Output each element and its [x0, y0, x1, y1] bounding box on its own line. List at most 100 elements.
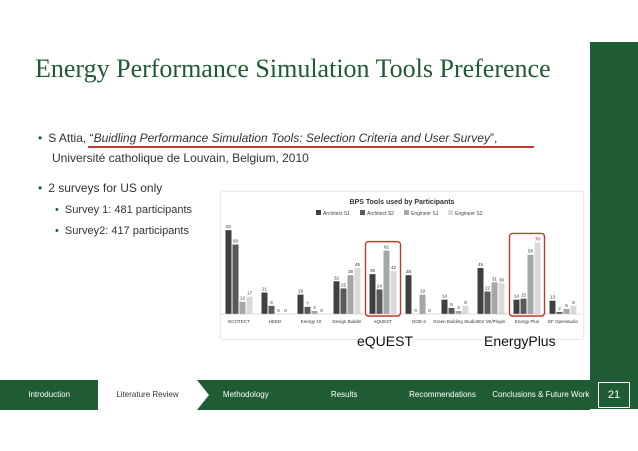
surveys-bullet: • 2 surveys for US only [38, 180, 238, 196]
legend-swatch [360, 210, 365, 215]
equest-label: eQUEST [357, 333, 414, 349]
chart-bar [527, 254, 534, 314]
citation-underline [88, 146, 534, 148]
chart-highlight-boxes [364, 232, 546, 317]
category-label: ECOTECT [228, 319, 250, 324]
legend-swatch [448, 210, 453, 215]
bar-value-label: 3 [313, 305, 316, 310]
survey2-text: Survey2: 417 participants [64, 225, 189, 237]
chart-bar [347, 275, 354, 314]
chart-bar [491, 282, 498, 314]
bar-value-label: 30 [499, 277, 505, 282]
legend-label: Engineer S1 [411, 211, 439, 217]
chart-bar [549, 300, 556, 314]
bullet-icon: • [55, 225, 59, 237]
nav-item-recommendations[interactable]: Recommendations [409, 390, 476, 399]
bullet-icon: • [55, 204, 59, 216]
chart-bar [441, 299, 448, 314]
chart-bar [232, 244, 239, 314]
bar-value-label: 24 [377, 283, 383, 288]
bar-value-label: 58 [528, 249, 534, 254]
chart-bar [513, 299, 520, 314]
bar-value-label: 0 [414, 308, 417, 313]
bar-value-label: 6 [450, 302, 453, 307]
chart-bar [304, 306, 311, 314]
chart-category-labels: ECOTECT HEED Energy 10 Design Builder eQUEST… [228, 319, 578, 324]
bar-value-label: 38 [348, 269, 354, 274]
citation-line2: Université catholique de Louvain, Belgiu… [52, 151, 309, 165]
bar-value-label: 25 [341, 282, 347, 287]
citation-title: Buidling Performance Simulation Tools: S… [93, 131, 490, 145]
chart-bar [556, 311, 563, 314]
chart-bar [448, 307, 455, 314]
survey2-bullet: • Survey2: 417 participants [55, 223, 225, 239]
nav-item-methodology[interactable]: Methodology [222, 390, 269, 399]
legend-swatch [404, 210, 409, 215]
chart-bar [246, 296, 253, 314]
category-label: EF Openstudio [548, 319, 579, 324]
legend-label: Architect S1 [323, 211, 350, 217]
category-label: IES VE/Plugin [477, 319, 506, 324]
bar-value-label: 8 [464, 300, 467, 305]
category-label: Energy 10 [301, 319, 322, 324]
legend-label: Engineer S2 [455, 211, 483, 217]
category-label: eQUEST [374, 319, 392, 324]
chart-bar [534, 242, 541, 314]
right-accent-bar: 21 [590, 42, 638, 409]
chart-bar [383, 250, 390, 314]
bar-value-label: 19 [298, 289, 304, 294]
bar-value-label: 14 [514, 294, 520, 299]
bar-value-label: 0 [320, 308, 323, 313]
bar-value-label: 0 [428, 308, 431, 313]
bar-value-label: 68 [233, 238, 239, 243]
bar-value-label: 12 [240, 296, 246, 301]
bar-value-label: 3 [457, 305, 460, 310]
category-label: Design Builder [332, 319, 362, 324]
bar-value-label: 62 [384, 245, 390, 250]
survey1-text: Survey 1: 481 participants [64, 204, 193, 216]
bullet-icon: • [38, 181, 43, 195]
nav-item-conclusions-future-work[interactable]: Conclusions & Future Work [492, 390, 590, 399]
chart-bar [340, 288, 347, 314]
chart-bar [484, 291, 491, 314]
chart-bar [297, 294, 304, 314]
bar-value-label: 8 [572, 300, 575, 305]
chart-bar [261, 292, 268, 314]
chart-bar [455, 310, 462, 314]
bullet-icon: • [38, 131, 43, 145]
legend-label: Architect S2 [367, 211, 394, 217]
bar-value-label: 38 [406, 269, 412, 274]
chart-svg: BPS Tools used by Participants Architect… [221, 199, 581, 324]
category-label: HEED [269, 319, 282, 324]
citation-prefix: S Attia, “ [48, 131, 94, 145]
chart-bar [268, 305, 275, 314]
chart-legend: Architect S1 Architect S2 Engineer S1 Engin… [316, 210, 483, 217]
bar-value-label: 70 [535, 236, 541, 241]
page-number: 21 [598, 382, 630, 408]
bar-value-label: 22 [485, 286, 491, 291]
nav-item-introduction[interactable]: Introduction [28, 390, 71, 399]
bar-value-label: 82 [226, 224, 232, 229]
bar-value-label: 14 [442, 294, 448, 299]
category-label: Green Building Studio [433, 319, 477, 324]
section-navigation-bar: Introduction Literature Review Methodology… [0, 380, 590, 410]
chart-bar [498, 283, 505, 314]
chart-title: BPS Tools used by Participants [350, 199, 455, 206]
bar-value-label: 13 [550, 295, 556, 300]
citation-bullet: • S Attia, “Buidling Performance Simulati… [38, 130, 558, 146]
nav-item-literature-review[interactable]: Literature Review [98, 380, 210, 410]
nav-item-results[interactable]: Results [330, 390, 358, 399]
highlight-box [508, 232, 546, 317]
category-label: DOE-2 [412, 319, 426, 324]
chart-bar [419, 294, 426, 314]
bar-value-label: 31 [492, 276, 498, 281]
top-margin [0, 0, 638, 42]
chart-bar [311, 310, 318, 314]
highlight-box [364, 240, 402, 317]
surveys-text: 2 surveys for US only [48, 181, 163, 195]
bar-value-label: 32 [334, 275, 340, 280]
slide-title: Energy Performance Simulation Tools Pref… [35, 54, 551, 83]
bar-value-label: 7 [306, 301, 309, 306]
chart-bar [570, 305, 577, 314]
